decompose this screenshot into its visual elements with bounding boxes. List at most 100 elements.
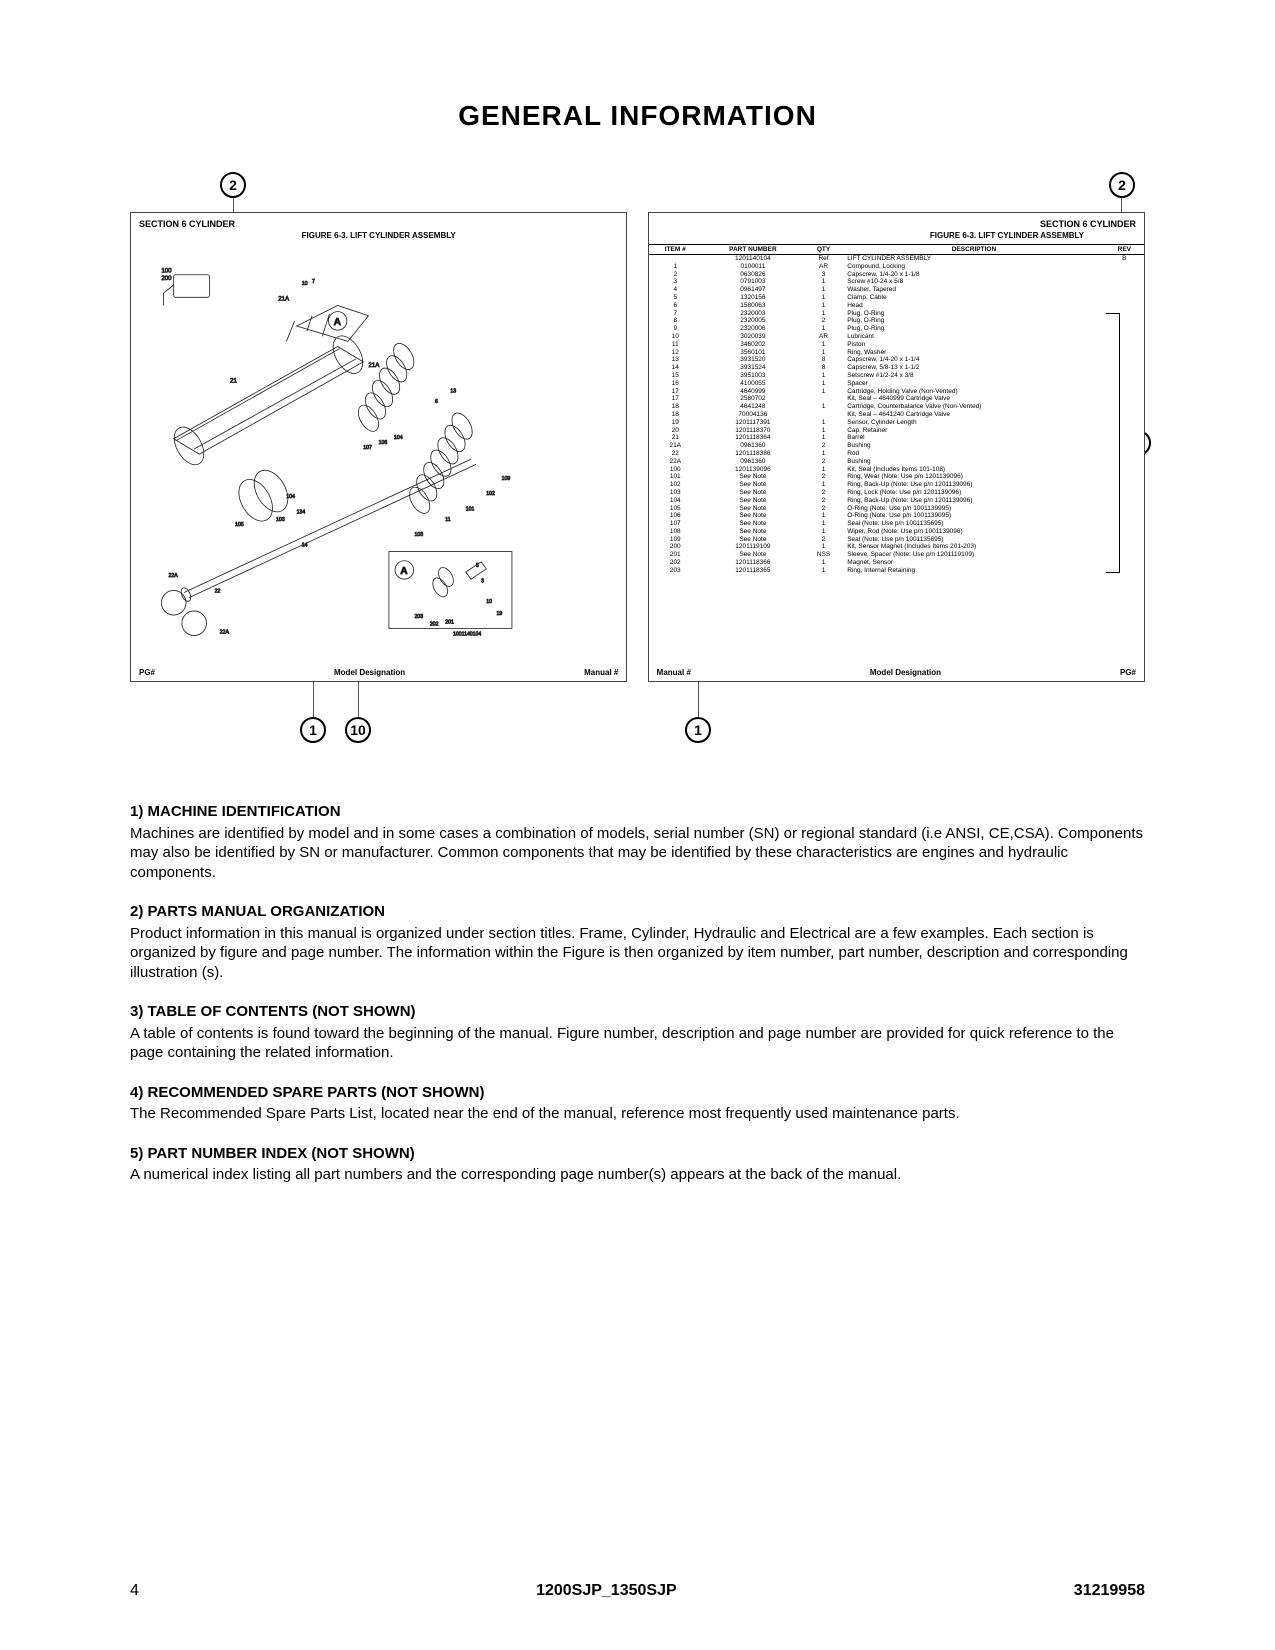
table-row: 1339315208Capscrew, 1/4-20 x 1-1/4 [649,356,1144,364]
table-cell: 1 [804,286,843,294]
table-cell: 1201118370 [702,427,804,435]
table-cell: 12 [649,349,702,357]
exploded-view-svg: 100 200 A 21A 10 7 21 21A [131,244,626,654]
table-cell: Plug, O-Ring [843,325,1104,333]
table-row: 2012011183701Cap, Retainer [649,427,1144,435]
table-cell: 1 [804,528,843,536]
table-row: 823200052Plug, O-Ring [649,317,1144,325]
table-cell: 11 [649,341,702,349]
table-cell: 2 [804,442,843,450]
table-cell: 7 [649,310,702,318]
svg-text:134: 134 [297,510,306,516]
table-cell: 1201118366 [702,559,804,567]
table-cell: AR [804,263,843,271]
table-cell: 1 [804,278,843,286]
leader [358,682,359,717]
table-cell: 1 [804,302,843,310]
callout-2-right: 2 [1109,172,1135,198]
table-cell: 21 [649,434,702,442]
diagram-container: 2 2 10 6 7 8 9 1 10 1 SECTION 6 CYLINDER… [130,172,1145,742]
figure-title-right: FIGURE 6-3. LIFT CYLINDER ASSEMBLY [649,231,1144,244]
table-cell: 2 [649,271,702,279]
table-cell: 3560101 [702,349,804,357]
table-row: 1439315248Capscrew, 5/8-13 x 1-1/2 [649,364,1144,372]
table-row: 513201561Clamp, Cable [649,294,1144,302]
table-cell: 2 [804,489,843,497]
table-cell: Ring, Wear (Note: Use p/n 1201139096) [843,473,1104,481]
table-cell: 20 [649,427,702,435]
table-header: QTY [804,245,843,255]
section-body: A numerical index listing all part numbe… [130,1165,1145,1185]
table-cell: 1201140104 [702,255,804,263]
table-cell: 1 [804,372,843,380]
table-cell: See Note [702,512,804,520]
table-cell: Capscrew, 1/4-20 x 1-1/8 [843,271,1104,279]
table-cell: NSS [804,551,843,559]
table-row: 1912011173911Sensor, Cylinder Length [649,419,1144,427]
table-cell: 3020039 [702,333,804,341]
svg-text:105: 105 [235,522,244,528]
table-cell: Sensor, Cylinder Length [843,419,1104,427]
table-cell: 1201117391 [702,419,804,427]
svg-text:104: 104 [286,494,295,500]
table-cell: See Note [702,536,804,544]
table-cell: 1 [804,419,843,427]
table-cell: 1 [804,512,843,520]
footer-model-r: Model Designation [870,668,941,677]
table-cell: O-Ring (Note: Use p/n 1001139095) [843,512,1104,520]
table-cell: 13 [649,356,702,364]
table-cell: Compound, Locking [843,263,1104,271]
svg-text:19: 19 [497,611,503,617]
table-cell [804,395,843,403]
table-cell: Spacer [843,380,1104,388]
table-cell: Kit, Seal – 4640999 Cartridge Valve [843,395,1104,403]
table-cell [1105,302,1144,310]
table-row: 1746409991Cartridge, Holding Valve (Non-… [649,388,1144,396]
table-cell: 202 [649,559,702,567]
table-cell: O-Ring (Note: Use p/n 1001139995) [843,505,1104,513]
bracket-icon [1106,313,1120,573]
table-row: 20212011183661Magnet, Sensor [649,559,1144,567]
svg-text:200: 200 [161,275,172,282]
footer-pg-r: PG# [1120,668,1136,677]
table-cell: See Note [702,473,804,481]
table-row: 22A09613602Bushing [649,458,1144,466]
svg-text:101: 101 [466,507,475,513]
table-cell: Head [843,302,1104,310]
svg-text:13: 13 [450,389,456,395]
section-body: A table of contents is found toward the … [130,1024,1145,1063]
table-cell: Piston [843,341,1104,349]
table-cell: 1 [804,294,843,302]
table-cell: 9 [649,325,702,333]
table-cell: Sleeve, Spacer (Note: Use p/n 1201119109… [843,551,1104,559]
table-cell: See Note [702,489,804,497]
svg-text:6: 6 [435,399,438,405]
table-cell: 104 [649,497,702,505]
table-cell: 1201118365 [702,567,804,575]
section-body: Machines are identified by model and in … [130,824,1145,883]
table-cell: 102 [649,481,702,489]
parts-table: ITEM #PART NUMBERQTYDESCRIPTIONREV 12011… [649,244,1144,575]
page-title: GENERAL INFORMATION [130,100,1145,132]
leader [698,682,699,717]
right-panel: SECTION 6 CYLINDER FIGURE 6-3. LIFT CYLI… [648,212,1145,682]
section-label: SECTION 6 CYLINDER [139,219,235,229]
table-cell: Cartridge, Holding Valve (Non-Vented) [843,388,1104,396]
svg-text:10: 10 [302,281,308,287]
table-row: 206308263Capscrew, 1/4-20 x 1-1/8 [649,271,1144,279]
footer-pg: PG# [139,668,155,677]
table-cell: 21A [649,442,702,450]
table-cell: AR [804,333,843,341]
table-cell: 1 [804,559,843,567]
table-cell [1105,278,1144,286]
table-cell: 0961360 [702,442,804,450]
section-title: 2) PARTS MANUAL ORGANIZATION [130,902,1145,922]
table-cell: 2320006 [702,325,804,333]
svg-text:A: A [400,566,408,577]
table-cell: Screw #10-24 x 5/8 [843,278,1104,286]
table-cell: 103 [649,489,702,497]
table-cell: Plug, O-Ring [843,317,1104,325]
table-cell: 0961360 [702,458,804,466]
table-row: 104See Note2Ring, Back-Up (Note: Use p/n… [649,497,1144,505]
table-cell: Capscrew, 5/8-13 x 1-1/2 [843,364,1104,372]
